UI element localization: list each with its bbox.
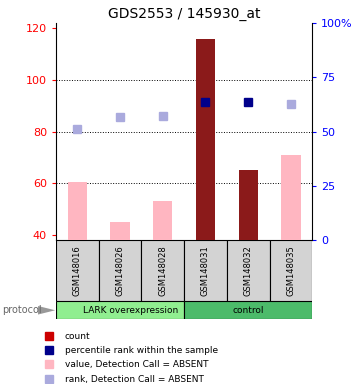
Bar <box>227 240 270 301</box>
Title: GDS2553 / 145930_at: GDS2553 / 145930_at <box>108 7 260 21</box>
Text: rank, Detection Call = ABSENT: rank, Detection Call = ABSENT <box>65 375 204 384</box>
Text: GSM148032: GSM148032 <box>244 245 253 296</box>
Bar <box>153 201 172 240</box>
Text: GSM148035: GSM148035 <box>286 245 295 296</box>
Polygon shape <box>38 306 55 314</box>
Text: GSM148028: GSM148028 <box>158 245 167 296</box>
Bar <box>184 240 227 301</box>
Bar <box>270 240 312 301</box>
Bar <box>110 222 130 240</box>
Text: count: count <box>65 332 90 341</box>
Bar <box>56 240 99 301</box>
Text: control: control <box>232 306 264 314</box>
Bar <box>239 170 258 240</box>
Bar <box>281 155 300 240</box>
Text: GSM148016: GSM148016 <box>73 245 82 296</box>
Bar <box>56 301 184 319</box>
Bar <box>142 240 184 301</box>
Text: GSM148026: GSM148026 <box>116 245 125 296</box>
Text: GSM148031: GSM148031 <box>201 245 210 296</box>
Bar <box>184 301 312 319</box>
Text: percentile rank within the sample: percentile rank within the sample <box>65 346 218 354</box>
Text: LARK overexpression: LARK overexpression <box>83 306 178 314</box>
Text: value, Detection Call = ABSENT: value, Detection Call = ABSENT <box>65 360 208 369</box>
Text: protocol: protocol <box>2 305 42 315</box>
Bar <box>68 182 87 240</box>
Bar <box>196 38 215 240</box>
Bar <box>99 240 142 301</box>
